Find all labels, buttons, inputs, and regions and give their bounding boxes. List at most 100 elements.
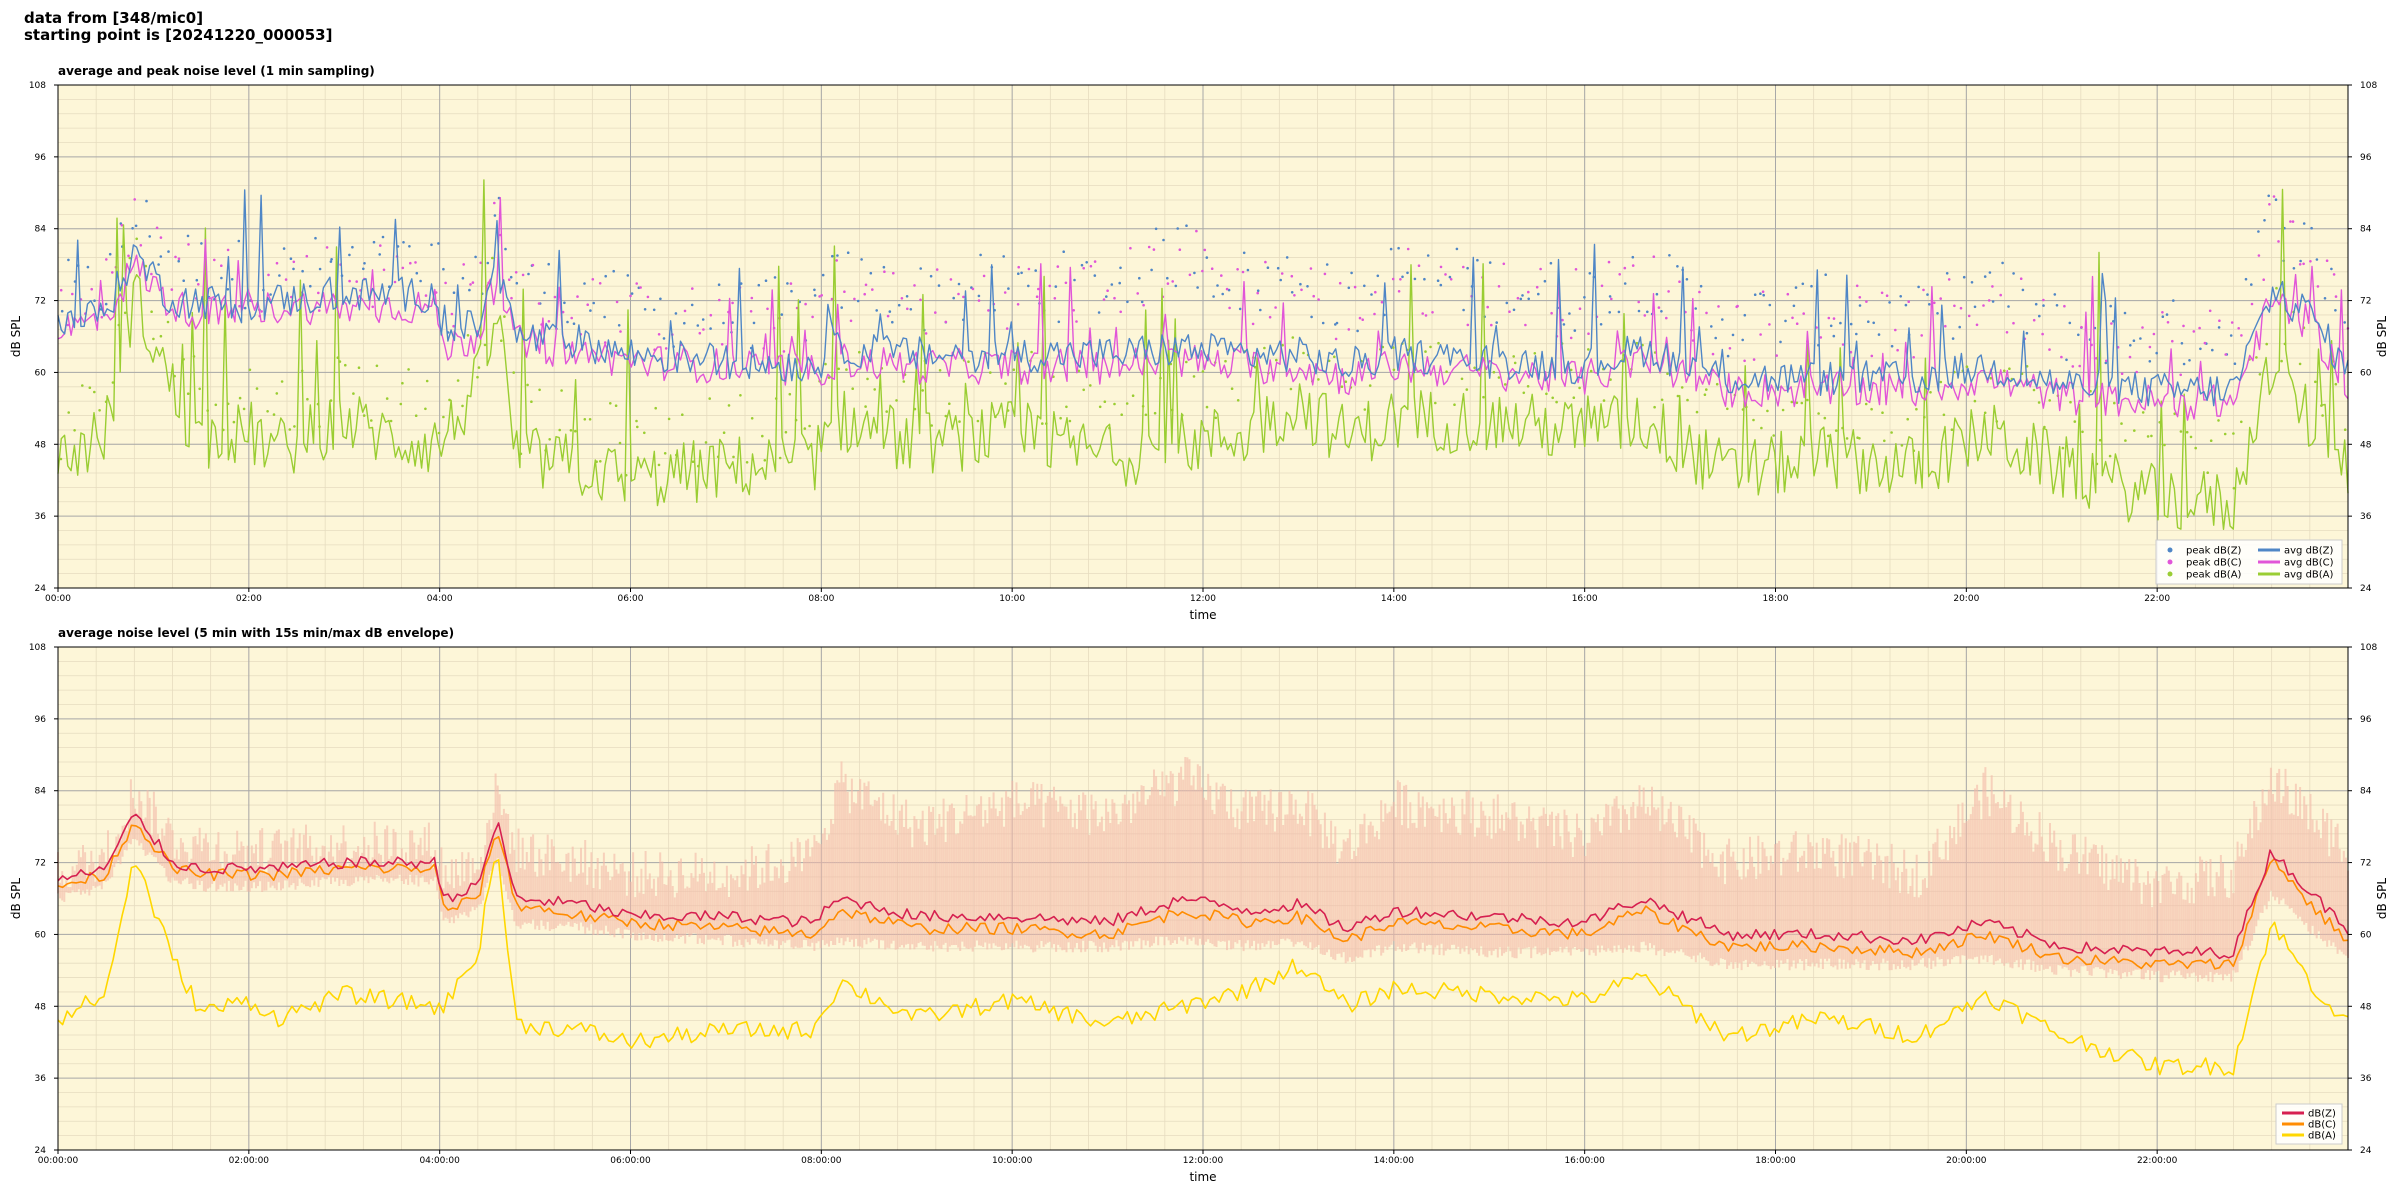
top-peak-point — [282, 247, 286, 250]
top-peak-point — [133, 198, 136, 201]
top-peak-point — [2255, 356, 2258, 359]
top-peak-point — [2042, 304, 2045, 307]
top-peak-point — [1953, 304, 1956, 308]
top-peak-point — [2179, 373, 2182, 377]
top-peak-point — [1587, 332, 1590, 336]
top-peak-point — [957, 282, 961, 286]
top-peak-point — [2292, 267, 2296, 270]
top-peak-point — [639, 286, 642, 289]
top-peak-point — [1512, 308, 1516, 312]
top-peak-point — [1105, 295, 1108, 298]
top-peak-point — [280, 380, 284, 383]
top-peak-point — [483, 343, 487, 347]
top-peak-point — [824, 362, 827, 366]
bottom-y-axis-label-left: dB SPL — [9, 878, 23, 920]
top-peak-point — [318, 309, 321, 312]
top-peak-point — [761, 434, 764, 438]
top-peak-point — [1230, 387, 1234, 391]
top-peak-point — [1524, 323, 1527, 327]
top-peak-point — [1676, 394, 1680, 398]
top-peak-point — [1699, 284, 1703, 288]
top-peak-point — [919, 298, 922, 302]
top-legend-label: avg dB(C) — [2284, 558, 2334, 569]
top-legend-label: avg dB(Z) — [2284, 546, 2334, 557]
top-peak-point — [2240, 420, 2243, 424]
top-peak-point — [2133, 429, 2136, 432]
top-peak-point — [873, 388, 876, 391]
top-series-line-avg-db-z- — [57, 189, 2349, 407]
top-peak-point — [1453, 403, 1456, 407]
top-peak-point — [1667, 290, 1670, 293]
top-peak-point — [617, 324, 621, 327]
top-peak-point — [104, 302, 108, 306]
top-peak-point — [1858, 296, 1862, 299]
top-peak-point — [1424, 350, 1427, 353]
top-peak-point — [1660, 398, 1664, 402]
top-peak-point — [1890, 344, 1894, 348]
top-peak-point — [1922, 288, 1925, 292]
top-peak-point — [1353, 285, 1357, 289]
top-peak-point — [1970, 281, 1974, 284]
top-peak-point — [1973, 305, 1977, 309]
top-peak-point — [1437, 341, 1440, 345]
top-peak-point — [1188, 273, 1192, 277]
top-peak-point — [1012, 368, 1016, 372]
bottom-x-axis-label: time — [1189, 1170, 1216, 1184]
bottom-series-marks — [57, 757, 2349, 1076]
top-peak-point — [1947, 278, 1951, 281]
top-peak-point — [2310, 226, 2313, 230]
top-peak-point — [531, 263, 535, 267]
top-peak-point — [213, 258, 216, 262]
bot-ytick-left: 36 — [35, 1074, 47, 1084]
bot-ytick-left: 72 — [35, 859, 46, 869]
top-peak-point — [2299, 259, 2302, 263]
top-peak-point — [1399, 278, 1402, 281]
top-peak-point — [1085, 261, 1088, 264]
top-peak-point — [1800, 401, 1804, 405]
top-peak-point — [1786, 292, 1790, 296]
top-peak-point — [1915, 407, 1918, 411]
top-peak-point — [1741, 338, 1744, 342]
top-peak-point — [448, 398, 451, 402]
top-peak-point — [1466, 266, 1469, 270]
top-peak-point — [830, 297, 834, 301]
top-peak-point — [1486, 305, 1489, 309]
top-peak-point — [1376, 274, 1380, 278]
top-peak-point — [1466, 323, 1470, 327]
top-peak-point — [1426, 254, 1430, 257]
top-peak-point — [1275, 358, 1278, 362]
top-peak-point — [572, 322, 576, 326]
top-peak-point — [2080, 325, 2083, 329]
top-peak-point — [934, 311, 937, 314]
top-peak-point — [2250, 302, 2254, 306]
top-peak-point — [477, 366, 481, 369]
top-peak-point — [1877, 333, 1881, 336]
top-series-marks — [57, 179, 2350, 530]
top-peak-point — [2129, 344, 2132, 347]
top-peak-point — [2277, 240, 2280, 243]
top-peak-point — [1361, 318, 1364, 322]
top-peak-point — [929, 274, 933, 278]
top-peak-point — [548, 438, 551, 441]
top-peak-point — [1401, 275, 1404, 279]
top-peak-point — [1225, 287, 1229, 291]
top-peak-point — [2263, 219, 2266, 222]
top-peak-point — [362, 267, 365, 271]
top-peak-point — [314, 236, 317, 240]
top-peak-point — [902, 380, 906, 383]
top-peak-point — [1760, 426, 1763, 430]
top-peak-point — [437, 242, 440, 245]
top-peak-point — [2141, 326, 2144, 329]
top-peak-point — [837, 367, 840, 371]
top-peak-point — [1781, 408, 1785, 412]
top-peak-point — [2314, 380, 2317, 384]
top-peak-point — [574, 429, 577, 433]
top-peak-point — [214, 403, 218, 407]
top-peak-point — [2113, 401, 2116, 405]
top-peak-point — [897, 303, 901, 307]
top-peak-point — [698, 331, 702, 335]
top-peak-point — [242, 407, 246, 411]
top-peak-point — [1759, 333, 1762, 336]
top-peak-point — [1293, 294, 1296, 297]
top-peak-point — [1731, 333, 1735, 337]
